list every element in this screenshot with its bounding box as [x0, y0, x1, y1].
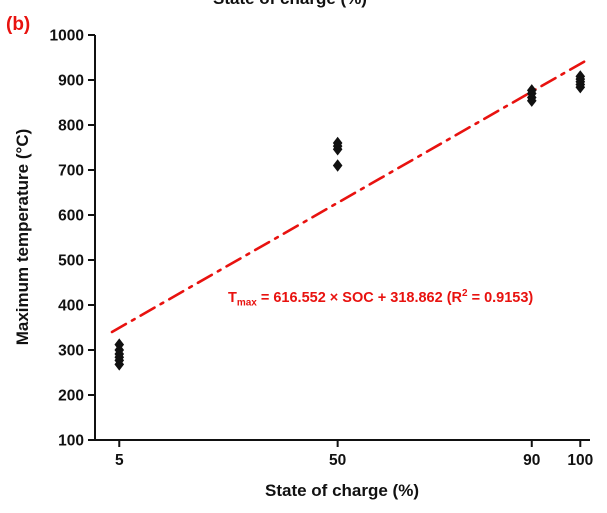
svg-text:5: 5 [115, 452, 124, 469]
y-axis-label: Maximum temperature (°C) [13, 128, 32, 346]
svg-text:100: 100 [567, 452, 593, 469]
panel-label: (b) [6, 14, 31, 35]
svg-text:1000: 1000 [50, 28, 84, 45]
fit-equation-sup: 2 [462, 287, 468, 299]
svg-text:600: 600 [58, 208, 84, 225]
x-axis-label: State of charge (%) [265, 481, 419, 500]
fit-equation-mid: = 616.552 × SOC + 318.862 (R [256, 289, 462, 306]
svg-text:300: 300 [58, 343, 84, 360]
svg-text:500: 500 [58, 253, 84, 270]
svg-text:400: 400 [58, 298, 84, 315]
fit-equation-t: T [227, 289, 237, 306]
svg-text:800: 800 [58, 118, 84, 135]
svg-text:900: 900 [58, 73, 84, 90]
cropped-top-axis-label-text: State of charge (%) [150, 0, 430, 9]
svg-text:100: 100 [58, 433, 84, 450]
fit-equation-end: = 0.9153) [467, 289, 534, 306]
svg-text:50: 50 [329, 452, 346, 469]
svg-text:90: 90 [523, 452, 540, 469]
svg-text:700: 700 [58, 163, 84, 180]
cropped-top-axis-label: State of charge (%) [150, 0, 430, 9]
fit-equation: Tmax = 616.552 × SOC + 318.862 (R2 = 0.9… [228, 288, 533, 309]
fit-equation-sub: max [236, 297, 257, 309]
svg-text:200: 200 [58, 388, 84, 405]
